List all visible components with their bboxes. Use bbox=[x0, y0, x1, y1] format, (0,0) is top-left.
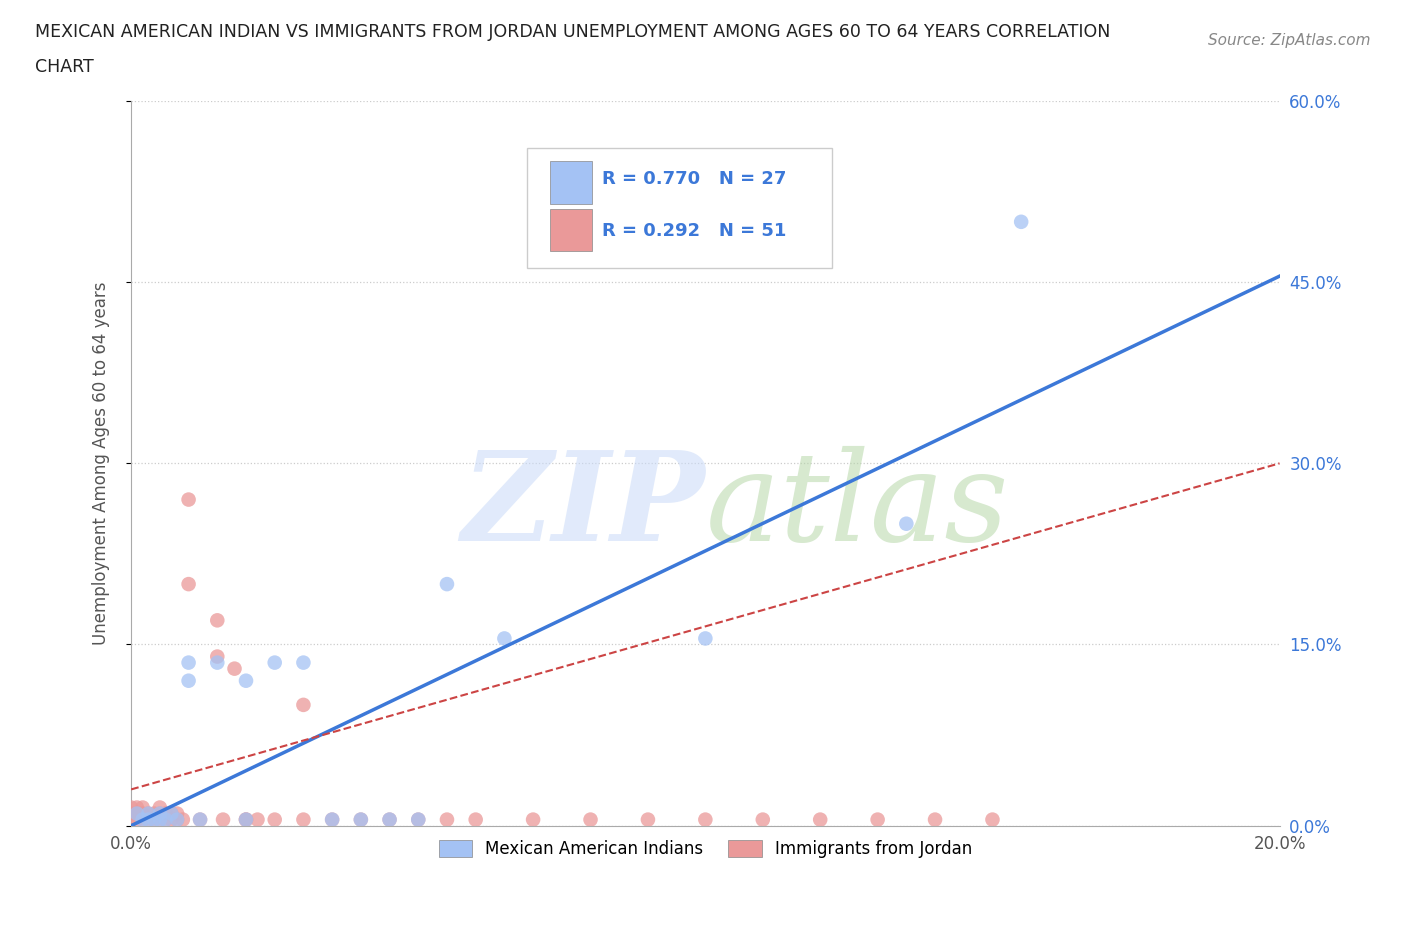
Point bbox=[149, 800, 172, 815]
Point bbox=[235, 812, 257, 827]
Point bbox=[292, 698, 315, 712]
Text: R = 0.292   N = 51: R = 0.292 N = 51 bbox=[602, 222, 786, 240]
Point bbox=[120, 812, 142, 827]
Point bbox=[494, 631, 516, 646]
Point bbox=[246, 812, 269, 827]
Point bbox=[378, 812, 401, 827]
Text: MEXICAN AMERICAN INDIAN VS IMMIGRANTS FROM JORDAN UNEMPLOYMENT AMONG AGES 60 TO : MEXICAN AMERICAN INDIAN VS IMMIGRANTS FR… bbox=[35, 23, 1111, 41]
Point bbox=[207, 649, 229, 664]
Point bbox=[235, 812, 257, 827]
Point bbox=[924, 812, 946, 827]
FancyBboxPatch shape bbox=[550, 162, 592, 204]
Point bbox=[406, 812, 429, 827]
Text: atlas: atlas bbox=[706, 446, 1008, 567]
Point bbox=[177, 673, 200, 688]
Legend: Mexican American Indians, Immigrants from Jordan: Mexican American Indians, Immigrants fro… bbox=[432, 833, 979, 864]
Text: Source: ZipAtlas.com: Source: ZipAtlas.com bbox=[1208, 33, 1371, 47]
Point bbox=[166, 806, 188, 821]
Point bbox=[406, 812, 429, 827]
Point bbox=[131, 800, 153, 815]
Point bbox=[695, 812, 717, 827]
Point bbox=[138, 806, 160, 821]
Point bbox=[637, 812, 659, 827]
Point bbox=[292, 812, 315, 827]
Point bbox=[166, 812, 188, 827]
Point bbox=[263, 812, 285, 827]
Point bbox=[896, 516, 918, 531]
Point bbox=[143, 812, 166, 827]
Point bbox=[579, 812, 602, 827]
FancyBboxPatch shape bbox=[550, 208, 592, 251]
Point bbox=[149, 812, 172, 827]
Point bbox=[143, 812, 166, 827]
Point bbox=[695, 631, 717, 646]
Point bbox=[188, 812, 211, 827]
Point bbox=[160, 812, 183, 827]
Point bbox=[138, 806, 160, 821]
Point bbox=[138, 812, 160, 827]
Point bbox=[464, 812, 486, 827]
Point bbox=[177, 655, 200, 670]
Point bbox=[131, 812, 153, 827]
Point bbox=[125, 806, 148, 821]
Point bbox=[120, 800, 142, 815]
Point bbox=[172, 812, 194, 827]
Point bbox=[120, 806, 142, 821]
Point bbox=[808, 812, 831, 827]
Point bbox=[177, 577, 200, 591]
Point bbox=[188, 812, 211, 827]
Point bbox=[177, 492, 200, 507]
Point bbox=[752, 812, 775, 827]
Point bbox=[160, 806, 183, 821]
Point bbox=[155, 812, 177, 827]
Point bbox=[436, 577, 458, 591]
Point bbox=[224, 661, 246, 676]
Point bbox=[125, 800, 148, 815]
Point bbox=[235, 812, 257, 827]
Point bbox=[131, 812, 153, 827]
Point bbox=[235, 673, 257, 688]
Point bbox=[212, 812, 235, 827]
FancyBboxPatch shape bbox=[527, 148, 832, 268]
Point bbox=[981, 812, 1004, 827]
Point bbox=[143, 806, 166, 821]
Point bbox=[522, 812, 544, 827]
Point bbox=[866, 812, 889, 827]
Point bbox=[155, 806, 177, 821]
Point bbox=[149, 806, 172, 821]
Point bbox=[125, 812, 148, 827]
Point bbox=[160, 806, 183, 821]
Point bbox=[149, 806, 172, 821]
Text: ZIP: ZIP bbox=[461, 446, 706, 567]
Point bbox=[149, 812, 172, 827]
Point bbox=[131, 806, 153, 821]
Point bbox=[207, 613, 229, 628]
Point bbox=[436, 812, 458, 827]
Point bbox=[166, 812, 188, 827]
Point bbox=[138, 812, 160, 827]
Point bbox=[350, 812, 373, 827]
Text: CHART: CHART bbox=[35, 58, 94, 75]
Point bbox=[321, 812, 343, 827]
Point bbox=[155, 812, 177, 827]
Point bbox=[321, 812, 343, 827]
Y-axis label: Unemployment Among Ages 60 to 64 years: Unemployment Among Ages 60 to 64 years bbox=[93, 282, 110, 645]
Point bbox=[263, 655, 285, 670]
Point bbox=[125, 806, 148, 821]
Point bbox=[292, 655, 315, 670]
Point bbox=[1010, 215, 1032, 230]
Point bbox=[378, 812, 401, 827]
Point bbox=[207, 655, 229, 670]
Text: R = 0.770   N = 27: R = 0.770 N = 27 bbox=[602, 169, 786, 188]
Point bbox=[350, 812, 373, 827]
